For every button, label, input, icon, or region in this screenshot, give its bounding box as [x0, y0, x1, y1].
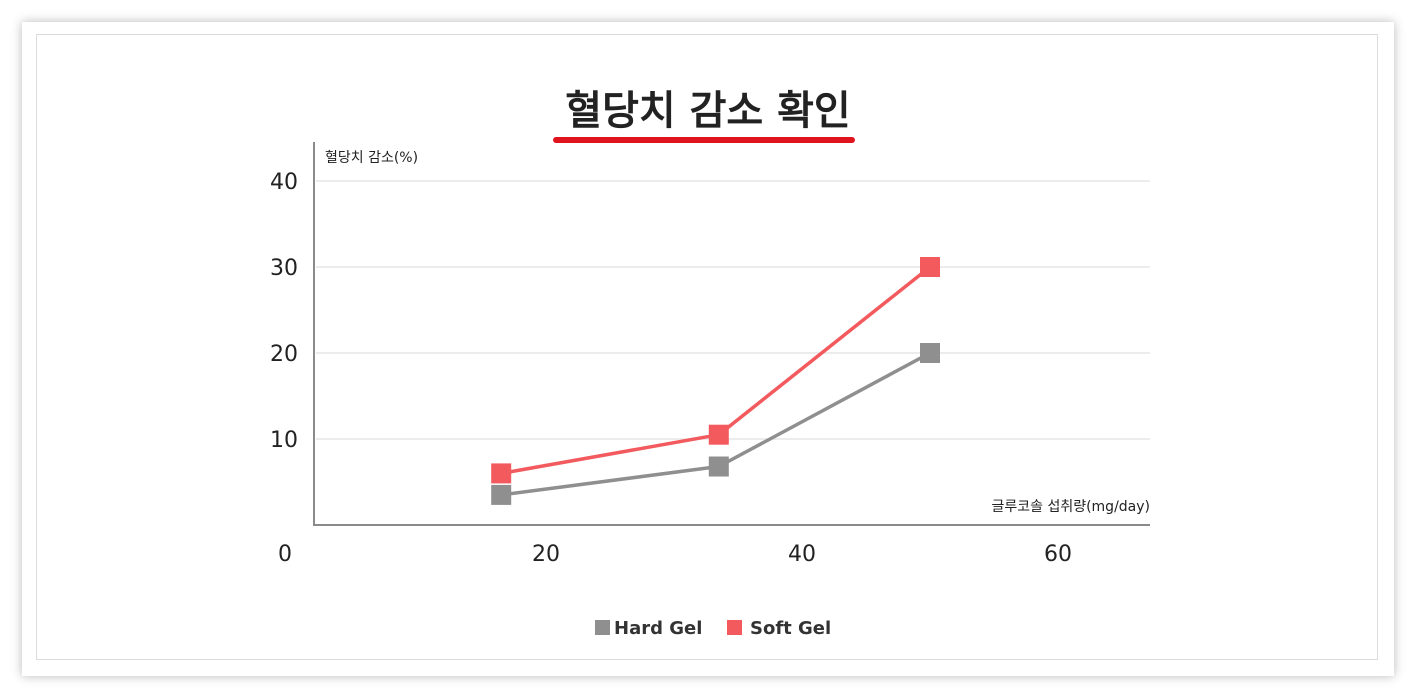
- x-ticks: 0 20 40 60: [278, 542, 1072, 567]
- x-tick-label: 60: [1044, 542, 1072, 567]
- x-axis-label: 글루코솔 섭취량(mg/day): [991, 499, 1150, 515]
- legend-label-soft-gel: Soft Gel: [750, 618, 831, 639]
- chart-frame: [22, 22, 1394, 676]
- y-axis-label: 혈당치 감소(%): [325, 150, 418, 166]
- x-tick-label: 20: [532, 542, 560, 567]
- series: [491, 257, 940, 505]
- y-tick-label: 30: [270, 256, 298, 281]
- y-tick-label: 20: [270, 342, 298, 367]
- data-point-soft-gel: [920, 257, 940, 277]
- y-tick-label: 40: [270, 170, 298, 195]
- x-tick-label: 40: [788, 542, 816, 567]
- legend-swatch-hard-gel: [595, 620, 610, 635]
- data-point-soft-gel: [708, 424, 729, 445]
- y-tick-label: 10: [270, 428, 298, 453]
- legend-label-hard-gel: Hard Gel: [614, 618, 702, 639]
- legend-swatch-soft-gel: [727, 620, 742, 635]
- y-ticks: 10 20 30 40: [270, 170, 298, 453]
- grid: [316, 180, 1150, 440]
- chart-title: 혈당치 감소 확인: [565, 88, 850, 134]
- legend: Hard Gel Soft Gel: [595, 618, 831, 639]
- data-point-hard-gel: [708, 456, 729, 477]
- data-point-hard-gel: [491, 484, 512, 505]
- data-point-hard-gel: [920, 343, 940, 363]
- x-tick-label: 0: [278, 542, 292, 567]
- chart-border: [36, 34, 1378, 660]
- data-point-soft-gel: [491, 463, 512, 484]
